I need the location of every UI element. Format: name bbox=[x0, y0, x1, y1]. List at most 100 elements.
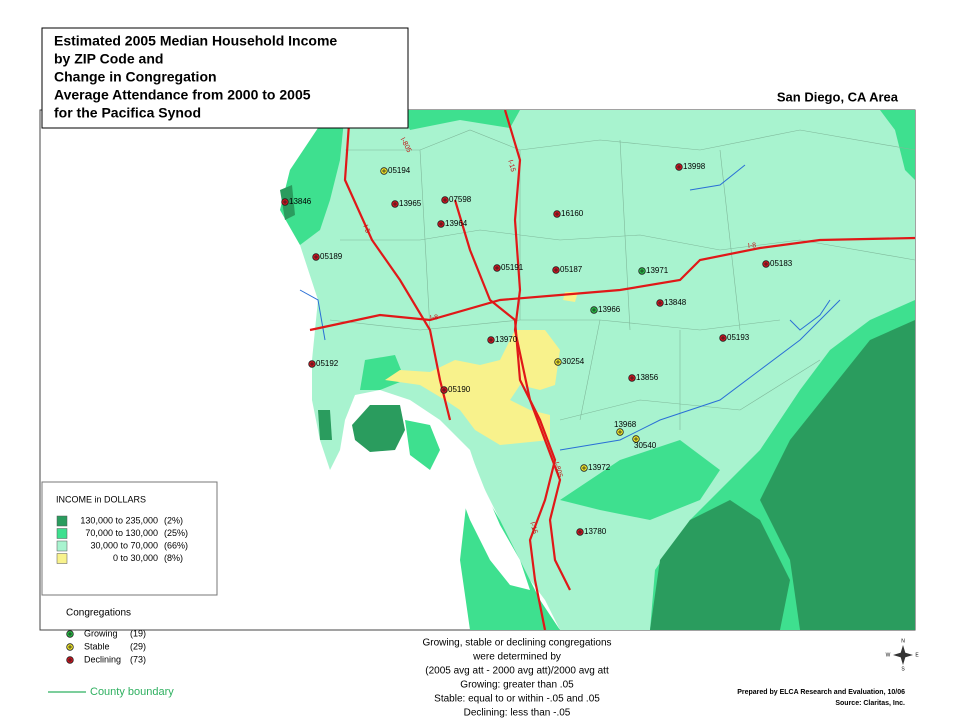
title-line: for the Pacifica Synod bbox=[54, 105, 201, 121]
bay bbox=[350, 398, 530, 590]
compass-letter: S bbox=[901, 666, 905, 672]
marker-cross bbox=[310, 362, 314, 366]
highway-label: I-5 bbox=[361, 224, 370, 234]
highway bbox=[343, 109, 452, 421]
legend-label: Declining bbox=[84, 654, 121, 664]
note-line: were determined by bbox=[472, 652, 561, 663]
title-line: Estimated 2005 Median Household Income bbox=[54, 33, 337, 49]
income-area bbox=[352, 405, 405, 452]
highway-label: I-15 bbox=[506, 159, 516, 173]
income-area bbox=[650, 500, 790, 630]
marker-cross bbox=[68, 632, 72, 636]
income-legend-box bbox=[41, 481, 218, 596]
congregation-id: 13848 bbox=[664, 298, 687, 307]
note-line: (2005 avg att - 2000 avg att)/2000 avg a… bbox=[425, 666, 609, 677]
congregation-id: 13964 bbox=[445, 219, 468, 228]
congregation-id: 16160 bbox=[561, 209, 584, 218]
income-area bbox=[760, 320, 915, 630]
legend-count: (29) bbox=[130, 641, 146, 651]
highway-label: I-15 bbox=[528, 521, 538, 535]
marker-cross bbox=[555, 212, 559, 216]
title-line: Change in Congregation bbox=[54, 69, 217, 85]
highway-label: I-8 bbox=[430, 314, 439, 322]
congregation-id: 13968 bbox=[614, 420, 637, 429]
marker-cross bbox=[393, 202, 397, 206]
income-area bbox=[405, 420, 440, 470]
credits: Prepared by ELCA Research and Evaluation… bbox=[737, 689, 905, 707]
highway-label: I-805 bbox=[552, 461, 563, 478]
income-area bbox=[880, 110, 915, 180]
congregation-id: 13780 bbox=[584, 527, 607, 536]
marker-cross bbox=[630, 376, 634, 380]
income-area bbox=[385, 330, 560, 445]
congregation-id: 13970 bbox=[495, 335, 518, 344]
congregation-id: 05193 bbox=[727, 333, 750, 342]
highway-label: I-8 bbox=[748, 242, 757, 250]
congregation-id: 05191 bbox=[501, 263, 524, 272]
marker-cross bbox=[721, 336, 725, 340]
legend-label: Stable bbox=[84, 641, 110, 651]
marker-cross bbox=[658, 301, 662, 305]
title-box bbox=[41, 27, 409, 129]
congregation-id: 13998 bbox=[683, 162, 706, 171]
congregation-id: 13972 bbox=[588, 463, 611, 472]
legend-range: 70,000 to 130,000 bbox=[85, 528, 158, 538]
congregation-id: 05187 bbox=[560, 265, 583, 274]
congregation-id: 30254 bbox=[562, 357, 585, 366]
marker-cross bbox=[634, 437, 638, 441]
compass-letter: N bbox=[901, 638, 905, 644]
congregation-id: 30540 bbox=[634, 441, 657, 450]
title-block: Estimated 2005 Median Household Income by… bbox=[54, 33, 337, 121]
compass-letter: E bbox=[915, 652, 919, 658]
region-label: San Diego, CA Area bbox=[777, 89, 899, 104]
congregation-points: 13998 05194 13846 13965 07598 13964 16160 05189… bbox=[281, 162, 793, 536]
notes: Growing, stable or declining congregatio… bbox=[423, 638, 612, 719]
income-area bbox=[280, 110, 345, 245]
income-area bbox=[318, 410, 332, 440]
marker-cross bbox=[556, 360, 560, 364]
income-area bbox=[400, 110, 520, 130]
congregation-legend-title: Congregations bbox=[66, 608, 131, 619]
highway bbox=[309, 236, 916, 332]
legend-label: Growing bbox=[84, 628, 118, 638]
river bbox=[299, 164, 841, 451]
legend-share: (66%) bbox=[164, 540, 188, 550]
note-line: Growing, stable or declining congregatio… bbox=[423, 638, 612, 649]
income-legend-title: INCOME in DOLLARS bbox=[56, 494, 146, 504]
marker-cross bbox=[489, 338, 493, 342]
credit-line: Prepared by ELCA Research and Evaluation… bbox=[737, 689, 905, 696]
compass-rose bbox=[893, 645, 913, 665]
congregation-id: 05192 bbox=[316, 359, 339, 368]
legend-range: 0 to 30,000 bbox=[113, 553, 158, 563]
compass: N W E S bbox=[886, 638, 920, 672]
highway bbox=[453, 199, 557, 631]
marker-cross bbox=[314, 255, 318, 259]
congregation-id: 13971 bbox=[646, 266, 669, 275]
congregation-id: 05189 bbox=[320, 252, 343, 261]
marker-cross bbox=[677, 165, 681, 169]
congregation-legend: Growing (19) Stable (29) Declining (73) bbox=[66, 628, 146, 664]
legend-swatch bbox=[56, 540, 68, 552]
congregation-id: 13965 bbox=[399, 199, 422, 208]
legend-swatch bbox=[56, 515, 68, 527]
legend-share: (2%) bbox=[164, 515, 183, 525]
compass-letter: W bbox=[886, 652, 891, 658]
credit-line: Source: Claritas, Inc. bbox=[835, 700, 905, 707]
marker-cross bbox=[283, 200, 287, 204]
note-line: Stable: equal to or within -.05 and .05 bbox=[434, 694, 600, 705]
legend-range: 30,000 to 70,000 bbox=[90, 540, 158, 550]
marker-cross bbox=[592, 308, 596, 312]
title-line: Average Attendance from 2000 to 2005 bbox=[54, 87, 311, 103]
marker-cross bbox=[495, 266, 499, 270]
marker-cross bbox=[68, 645, 72, 649]
legend-swatch bbox=[56, 528, 68, 539]
legend-count: (73) bbox=[130, 654, 146, 664]
marker-cross bbox=[764, 262, 768, 266]
legend-share: (8%) bbox=[164, 553, 183, 563]
congregation-id: 13966 bbox=[598, 305, 621, 314]
county-legend: County boundary bbox=[48, 686, 174, 698]
congregation-id: 13846 bbox=[289, 197, 312, 206]
congregation-id: 05190 bbox=[448, 385, 471, 394]
